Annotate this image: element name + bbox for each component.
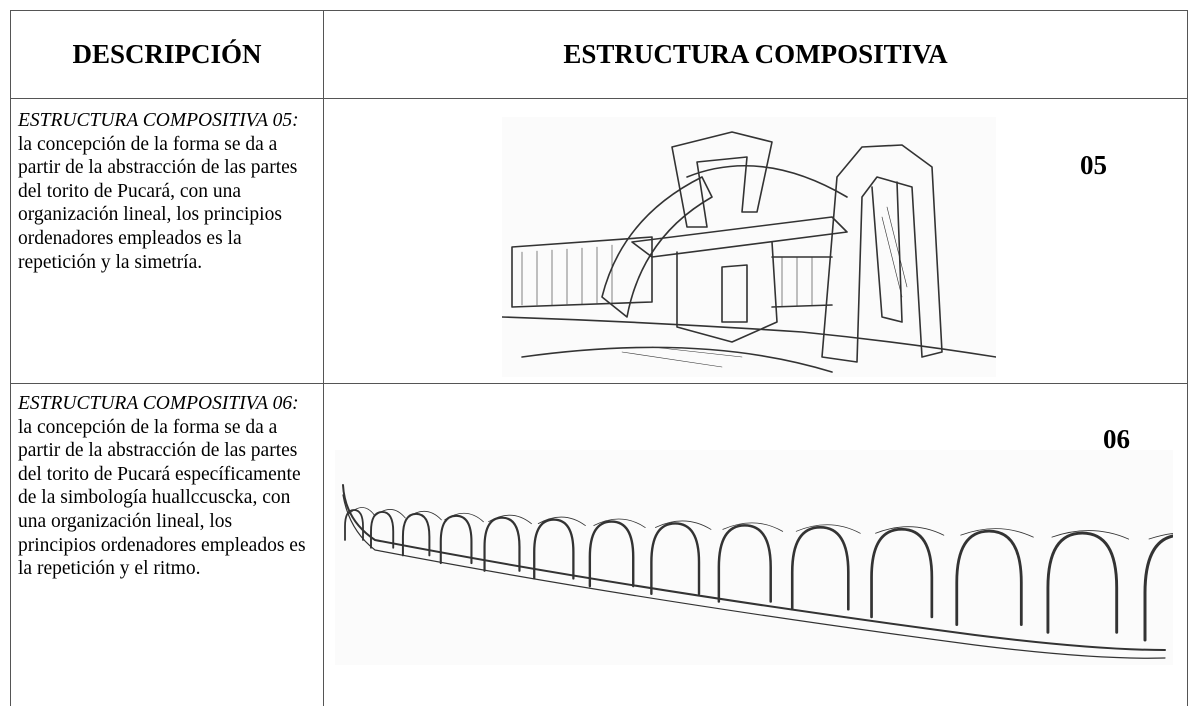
sketch-shade bbox=[488, 514, 532, 525]
sketch-shade bbox=[444, 512, 484, 523]
description: ESTRUCTURA COMPOSITIVA 06: la concepción… bbox=[18, 392, 314, 581]
sketch-shade bbox=[795, 524, 861, 534]
sketch-shade bbox=[406, 510, 442, 521]
sketch-shade bbox=[593, 518, 646, 528]
sketch-shade bbox=[654, 520, 712, 530]
figure-label: 05 bbox=[1080, 150, 1107, 180]
description: ESTRUCTURA COMPOSITIVA 05: la concepción… bbox=[18, 109, 314, 274]
sketch-arch bbox=[870, 527, 934, 619]
sketch-arch bbox=[401, 512, 431, 557]
description-text: la concepción de la forma se da a partir… bbox=[18, 416, 306, 580]
sketch-shade bbox=[537, 516, 586, 527]
header-structure: ESTRUCTURA COMPOSITIVA bbox=[563, 39, 948, 69]
description-text: la concepción de la forma se da a partir… bbox=[18, 133, 298, 273]
sketch-arch bbox=[1143, 534, 1173, 642]
sketch-arch bbox=[650, 522, 701, 596]
description-label: ESTRUCTURA COMPOSITIVA 06: bbox=[18, 393, 299, 414]
sketch-arch bbox=[588, 520, 635, 588]
sketch-arch bbox=[533, 518, 575, 580]
sketch-shade bbox=[374, 509, 406, 519]
sketch-arch bbox=[955, 529, 1023, 627]
sketch-shade bbox=[348, 507, 376, 517]
sketch-shade bbox=[1148, 533, 1173, 540]
figure-label: 06 bbox=[1103, 424, 1130, 454]
description-label: ESTRUCTURA COMPOSITIVA 05: bbox=[18, 110, 299, 131]
header-description: DESCRIPCIÓN bbox=[72, 39, 262, 69]
sketch-shade bbox=[960, 528, 1034, 538]
sketch-shade bbox=[1051, 530, 1130, 540]
sketch-arch bbox=[1046, 531, 1119, 634]
sketch-arch bbox=[790, 526, 850, 611]
sketch-arch bbox=[439, 514, 473, 565]
sketch-06 bbox=[335, 450, 1173, 665]
sketch-arch bbox=[370, 510, 395, 549]
sketch-shade bbox=[722, 522, 784, 532]
sketch-arch bbox=[483, 516, 521, 572]
sketch-05 bbox=[502, 117, 996, 377]
sketch-shade bbox=[875, 526, 945, 536]
sketch-arch bbox=[717, 524, 772, 603]
